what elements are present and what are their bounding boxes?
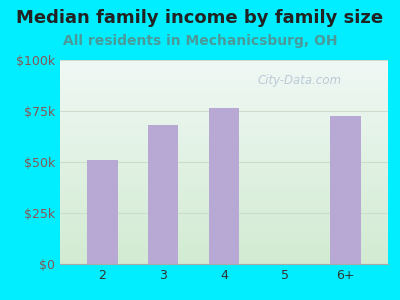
Text: City-Data.com: City-Data.com xyxy=(257,74,342,87)
Bar xyxy=(209,108,239,264)
Bar xyxy=(87,160,118,264)
Bar xyxy=(148,125,178,264)
Text: All residents in Mechanicsburg, OH: All residents in Mechanicsburg, OH xyxy=(63,34,337,49)
Bar xyxy=(330,116,361,264)
Text: Median family income by family size: Median family income by family size xyxy=(16,9,384,27)
